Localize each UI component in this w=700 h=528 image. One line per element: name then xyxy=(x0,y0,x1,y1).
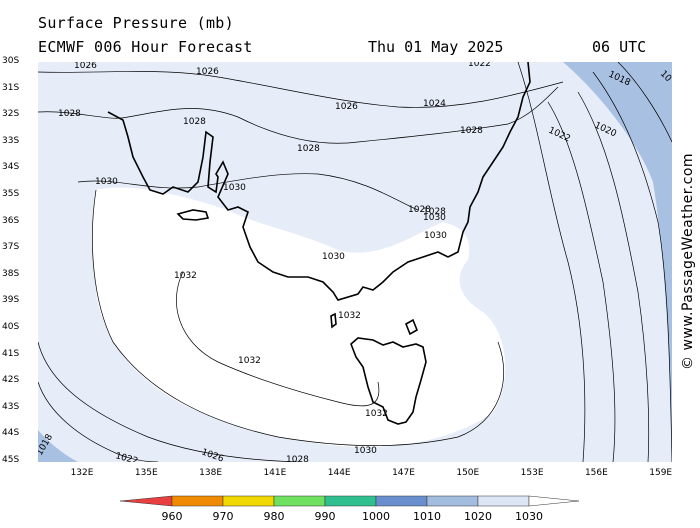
longitude-label: 153E xyxy=(520,468,544,478)
latitude-label: 35S xyxy=(2,189,20,199)
isobar-line xyxy=(617,61,673,143)
pressure-legend: 960 970 980 990 1000 1010 1020 1030 xyxy=(119,494,580,524)
legend-tick-label: 970 xyxy=(213,510,234,523)
legend-tick-label: 980 xyxy=(264,510,285,523)
isobar-line xyxy=(517,61,586,463)
isobar-line xyxy=(77,173,419,211)
isobar-label: 1030 xyxy=(423,213,446,223)
isobar-line xyxy=(92,189,505,446)
isobar-label: 1030 xyxy=(424,231,447,241)
legend-arrow-low xyxy=(119,495,173,507)
coastline xyxy=(350,337,427,425)
legend-swatch xyxy=(324,495,377,507)
isobar-label: 1028 xyxy=(460,126,483,136)
isobar-label: 1032 xyxy=(238,356,261,366)
isobar-label: 1026 xyxy=(335,102,358,112)
isobar-label: 1030 xyxy=(354,446,377,456)
latitude-label: 30S xyxy=(2,56,20,66)
coastline xyxy=(107,61,531,301)
legend-swatch xyxy=(171,495,224,507)
longitude-label: 156E xyxy=(584,468,608,478)
latitude-label: 43S xyxy=(2,401,20,412)
isobar-line xyxy=(37,71,564,108)
legend-swatch xyxy=(222,495,275,507)
map-title: Surface Pressure (mb) xyxy=(38,14,234,32)
isobar-line xyxy=(176,271,380,407)
isobar-label: 1028 xyxy=(183,117,206,127)
isobar-label: 1028 xyxy=(58,109,81,119)
latitude-label: 32S xyxy=(2,109,20,120)
longitude-label: 150E xyxy=(456,468,480,478)
latitude-label: 37S xyxy=(2,242,20,253)
legend-swatch xyxy=(477,495,530,507)
latitude-label: 33S xyxy=(2,135,20,146)
isobar-label: 1026 xyxy=(74,62,97,71)
isobar-line xyxy=(37,381,159,463)
isobar-label: 1032 xyxy=(365,409,388,419)
isobar-label: 1028 xyxy=(423,207,446,217)
legend-tick-label: 1020 xyxy=(464,510,492,523)
legend-tick-label: 960 xyxy=(162,510,183,523)
isobar-label: 1032 xyxy=(338,311,361,321)
longitude-label: 147E xyxy=(392,468,415,478)
longitude-label: 144E xyxy=(327,468,351,478)
legend-tick-label: 1030 xyxy=(515,510,543,523)
coastline xyxy=(404,318,419,336)
latitude-label: 45S xyxy=(2,455,20,465)
watermark: © www.PassageWeather.com xyxy=(680,152,696,370)
longitude-label: 141E xyxy=(263,468,287,478)
isobar-label: 1030 xyxy=(95,177,118,187)
isobar-line xyxy=(37,86,559,144)
legend-swatch xyxy=(375,495,428,507)
coastline xyxy=(176,209,210,221)
low-pressure-area xyxy=(563,62,672,462)
latitude-label: 31S xyxy=(2,82,20,93)
legend-tick-label: 1010 xyxy=(413,510,441,523)
latitude-label: 40S xyxy=(2,322,20,332)
legend-swatch xyxy=(273,495,326,507)
legend-tick-label: 1000 xyxy=(362,510,390,523)
longitude-label: 135E xyxy=(134,468,158,478)
isobar-label: 1030 xyxy=(322,252,345,262)
latitude-label: 36S xyxy=(2,215,20,226)
low-pressure-sw xyxy=(38,430,78,462)
latitude-label: 44S xyxy=(2,428,20,439)
pressure-map[interactable]: 1026 1026 1022 1028 1028 1026 1024 1028 1028 1030… xyxy=(35,59,673,467)
isobar-label: 1028 xyxy=(297,144,320,154)
forecast-model: ECMWF 006 Hour Forecast xyxy=(38,38,253,56)
legend-tick-label: 990 xyxy=(315,510,336,523)
latitude-label: 41S xyxy=(2,348,20,359)
isobar-line xyxy=(592,71,673,463)
latitude-label: 42S xyxy=(2,375,20,386)
isobar-line xyxy=(37,341,299,463)
isobar-label: 1028 xyxy=(408,205,431,215)
longitude-label: 132E xyxy=(70,468,94,478)
isobar-label: 1032 xyxy=(174,271,197,281)
isobar-line xyxy=(577,91,650,463)
latitude-label: 38S xyxy=(2,268,20,279)
longitude-label: 138E xyxy=(199,468,223,478)
longitude-label: 159E xyxy=(649,468,673,478)
latitude-label: 34S xyxy=(2,162,20,173)
high-pressure-area xyxy=(92,187,506,447)
isobar-label: 1024 xyxy=(423,99,446,109)
isobar-label: 1022 xyxy=(468,62,491,69)
isobar-line xyxy=(547,101,616,463)
legend-swatch xyxy=(426,495,479,507)
latitude-label: 39S xyxy=(2,295,20,306)
forecast-date: Thu 01 May 2025 xyxy=(368,38,504,56)
isobar-label: 1028 xyxy=(286,455,309,462)
legend-arrow-high xyxy=(528,495,580,507)
coastline xyxy=(330,312,337,329)
isobar-label: 1030 xyxy=(223,183,246,193)
forecast-time: 06 UTC xyxy=(592,38,647,56)
isobar-label: 1026 xyxy=(196,67,219,77)
